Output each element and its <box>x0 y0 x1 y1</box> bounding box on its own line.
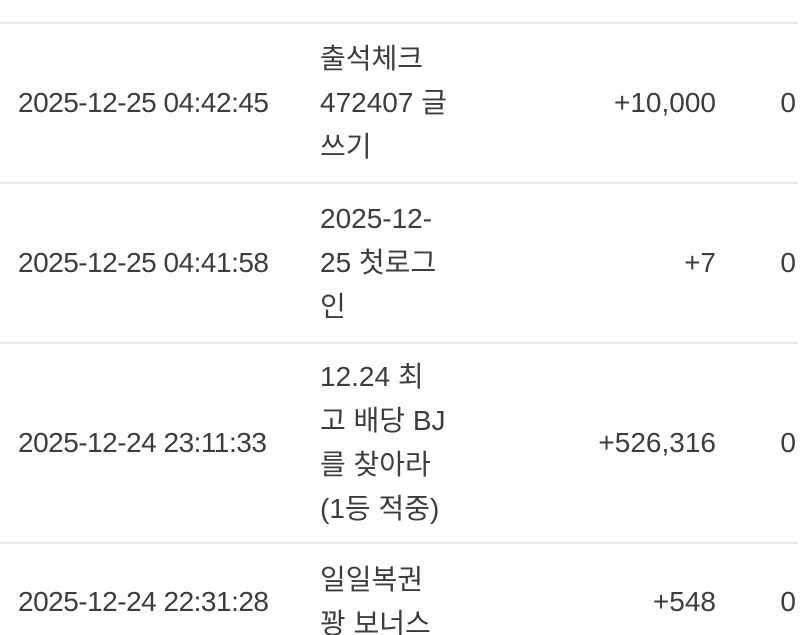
table-row: 2025-12-24 23:11:33 12.24 최 고 배당 BJ 를 찾아… <box>0 342 798 542</box>
row-datetime: 2025-12-24 22:31:28 <box>18 586 269 617</box>
row-right-value: 0 <box>780 586 796 617</box>
points-history-table: 2025-12-25 04:42:45 출석체크 472407 글 쓰기 +10… <box>0 22 800 635</box>
table-row: 2025-12-24 22:31:28 일일복권 꽝 보너스 +548 0 <box>0 542 798 635</box>
row-datetime: 2025-12-25 04:42:45 <box>18 87 269 118</box>
row-datetime: 2025-12-25 04:41:58 <box>18 247 269 278</box>
row-right-value: 0 <box>780 247 796 278</box>
row-points-amount: +7 <box>684 247 716 278</box>
row-description: 출석체크 472407 글 쓰기 <box>320 43 447 162</box>
row-points-amount: +526,316 <box>598 427 716 458</box>
row-datetime: 2025-12-24 23:11:33 <box>18 427 267 458</box>
row-right-value: 0 <box>780 87 796 118</box>
table-row: 2025-12-25 04:42:45 출석체크 472407 글 쓰기 +10… <box>0 22 798 182</box>
table-row: 2025-12-25 04:41:58 2025-12- 25 첫로그 인 +7… <box>0 182 798 342</box>
row-right-value: 0 <box>780 427 796 458</box>
top-spacer <box>0 0 800 22</box>
row-points-amount: +548 <box>652 586 716 617</box>
row-description: 일일복권 꽝 보너스 <box>320 564 431 635</box>
row-points-amount: +10,000 <box>614 87 716 118</box>
row-description: 12.24 최 고 배당 BJ 를 찾아라 (1등 적중) <box>320 361 446 524</box>
row-description: 2025-12- 25 첫로그 인 <box>320 203 437 322</box>
